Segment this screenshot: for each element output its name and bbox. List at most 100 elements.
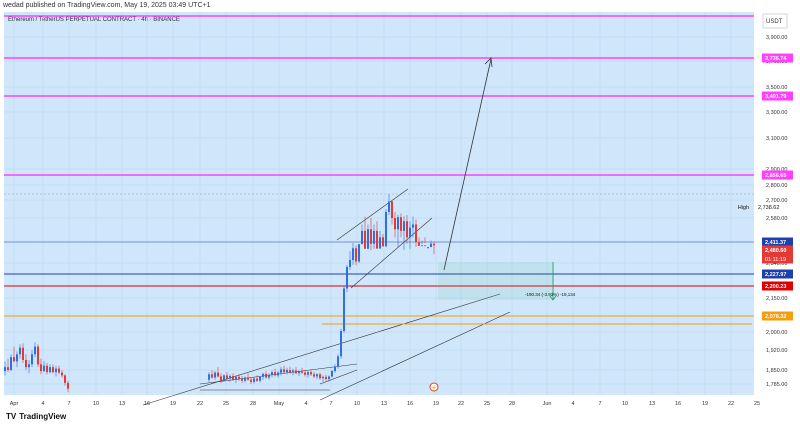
- price-tick-label: 2,580.00: [766, 216, 787, 222]
- brand-name: TradingView: [19, 412, 67, 421]
- candle: [427, 246, 429, 249]
- time-tick-label: 25: [484, 401, 490, 407]
- candle-body: [247, 377, 249, 380]
- time-tick-label: 25: [754, 401, 760, 407]
- candle-body: [208, 374, 210, 380]
- candle: [253, 377, 255, 384]
- price-tick-label: 2,000.00: [766, 330, 787, 336]
- candle: [7, 358, 9, 373]
- candle: [313, 371, 315, 379]
- time-tick-label: 19: [433, 401, 439, 407]
- candle-body: [7, 367, 9, 370]
- time-tick-label: 28: [509, 401, 515, 407]
- candle: [337, 354, 339, 369]
- candle-body: [346, 266, 348, 289]
- candle-body: [259, 376, 261, 381]
- candle: [217, 367, 219, 378]
- candle-body: [277, 372, 279, 376]
- time-tick-label: 4: [304, 401, 307, 407]
- candle-body: [313, 374, 315, 377]
- candle: [46, 362, 48, 375]
- time-tick-label: Apr: [10, 401, 19, 407]
- price-tags: 3,736.74 3,401.79 2,856.65 2,227.97 2,200.23…: [762, 53, 793, 321]
- candle: [250, 376, 252, 384]
- candle-body: [361, 230, 363, 245]
- candle-body: [10, 357, 12, 370]
- currency-box[interactable]: [762, 13, 788, 29]
- candle-body: [316, 374, 318, 377]
- candle: [388, 194, 390, 215]
- candle-body: [412, 224, 414, 228]
- candles: [4, 194, 435, 392]
- price-tick-label: 2,700.00: [766, 198, 787, 204]
- candle: [325, 374, 327, 381]
- candle-body: [421, 245, 423, 247]
- time-tick-label: 10: [622, 401, 628, 407]
- trend-line: [142, 293, 501, 406]
- candle: [235, 375, 237, 383]
- candle-body: [337, 356, 339, 367]
- svg-text:⚡: ⚡: [431, 385, 438, 392]
- time-tick-label: 19: [170, 401, 176, 407]
- candle: [385, 209, 387, 247]
- current-price-tag-countdown-bg: [762, 254, 793, 264]
- time-tick-label: 16: [675, 401, 681, 407]
- candle-body: [418, 242, 420, 246]
- level-tag: 2,200.23: [765, 284, 786, 290]
- event-marker[interactable]: ⚡: [429, 382, 439, 392]
- candle: [43, 361, 45, 373]
- candle: [40, 358, 42, 375]
- candle: [238, 374, 240, 381]
- candle-body: [64, 375, 66, 383]
- candle-body: [235, 376, 237, 380]
- candle: [340, 328, 342, 359]
- candle-body: [325, 376, 327, 380]
- candle: [376, 221, 378, 249]
- candle: [259, 376, 261, 383]
- candle-body: [283, 369, 285, 373]
- time-tick-label: 19: [702, 401, 708, 407]
- candle: [34, 342, 36, 358]
- candle-body: [376, 230, 378, 249]
- price-tick-label: 1,785.00: [766, 382, 787, 388]
- candle-body: [223, 375, 225, 381]
- candle-body: [427, 247, 429, 248]
- current-price-tag-bg: [762, 245, 793, 255]
- candle-body: [373, 230, 375, 244]
- price-chart[interactable]: Ethereum / TetherUS PERPETUAL CONTRACT ·…: [0, 12, 800, 409]
- candle: [211, 370, 213, 379]
- candle-body: [352, 248, 354, 261]
- candle: [418, 237, 420, 246]
- publish-info: wedad published on TradingView.com, May …: [3, 2, 211, 9]
- candle: [277, 371, 279, 378]
- candle-body: [241, 379, 243, 381]
- trend-line: [319, 311, 511, 401]
- candle-body: [37, 346, 39, 365]
- candle-body: [385, 212, 387, 247]
- price-axis-panel: [754, 12, 800, 395]
- candle-body: [370, 229, 372, 244]
- candle: [301, 367, 303, 375]
- candle: [319, 372, 321, 380]
- candle-body: [28, 364, 30, 368]
- candle-body: [214, 372, 216, 378]
- level-tag: 2,411.37: [765, 240, 786, 246]
- candle: [298, 370, 300, 377]
- candle: [355, 245, 357, 265]
- level-tag: 3,401.79: [765, 94, 786, 100]
- candle-body: [406, 221, 408, 238]
- time-tick-label: 13: [649, 401, 655, 407]
- candle: [67, 380, 69, 392]
- candle-body: [298, 371, 300, 374]
- candle-body: [340, 330, 342, 357]
- candle-body: [334, 366, 336, 372]
- candle: [394, 212, 396, 238]
- trend-line: [319, 369, 358, 385]
- chart-frame[interactable]: Ethereum / TetherUS PERPETUAL CONTRACT ·…: [0, 12, 800, 409]
- candle-body: [364, 230, 366, 249]
- candle-body: [238, 376, 240, 380]
- candle: [271, 370, 273, 378]
- candle-body: [391, 201, 393, 218]
- footer-branding: TV TradingView: [0, 409, 800, 425]
- time-tick-label: 25: [223, 401, 229, 407]
